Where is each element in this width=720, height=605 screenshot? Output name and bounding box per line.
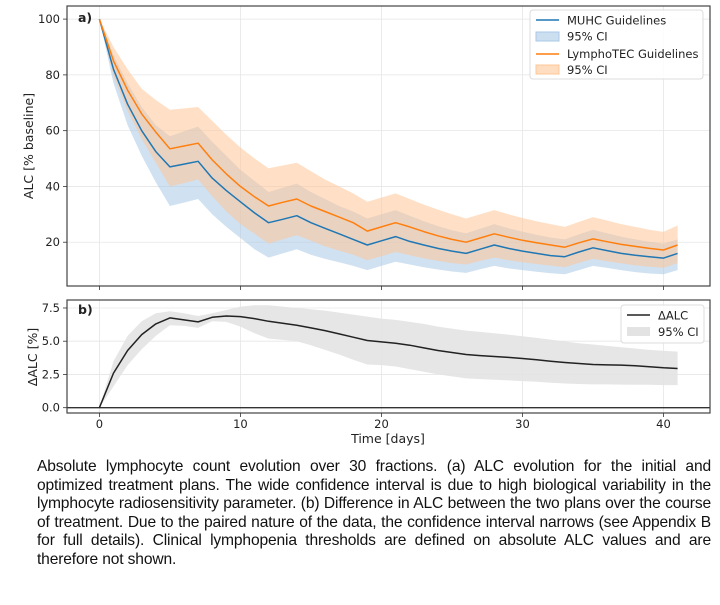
panel-a-ticks: 20 40 60 80 100 xyxy=(38,12,664,290)
panel-b-legend: ΔALC 95% CI xyxy=(620,304,705,344)
x-tick-label: 40 xyxy=(656,417,671,431)
series-line-2 xyxy=(98,18,678,251)
legend-muhc-label: MUHC Guidelines xyxy=(567,14,666,28)
y-tick-label: 20 xyxy=(45,235,60,249)
panel-a-lines xyxy=(98,18,678,259)
series-line-1 xyxy=(98,315,678,408)
panel-b-ylabel: ΔALC [%] xyxy=(25,328,40,386)
panel-a-ci-bands xyxy=(99,19,678,275)
panel-a-alc-evolution: 20 40 60 80 100 a) ALC [% baseline] MUHC Gui… xyxy=(21,5,711,290)
panel-b-ticks: 0 10 20 30 40 0.0 2.5 5.0 7.5 xyxy=(42,301,671,431)
legend-delta-alc-label: ΔALC xyxy=(658,309,688,323)
legend-delta-alc-ci-swatch xyxy=(627,327,650,336)
y-tick-label: 80 xyxy=(45,68,60,82)
legend-muhc-ci-label: 95% CI xyxy=(567,30,608,44)
panel-a-ylabel: ALC [% baseline] xyxy=(21,93,36,199)
x-tick-label: 0 xyxy=(96,417,103,431)
y-tick-label: 40 xyxy=(45,179,60,193)
legend-lymphotec-ci-label: 95% CI xyxy=(567,63,608,77)
y-tick-label: 2.5 xyxy=(42,367,60,381)
y-tick-label: 7.5 xyxy=(42,301,60,315)
panel-a-legend: MUHC Guidelines 95% CI LymphoTEC Guideli… xyxy=(529,9,704,80)
legend-lymphotec-label: LymphoTEC Guidelines xyxy=(567,47,698,61)
panel-a-legend-box xyxy=(529,9,704,80)
panel-b-label: b) xyxy=(78,302,93,317)
panel-a-label: a) xyxy=(78,10,92,25)
x-tick-label: 10 xyxy=(233,417,248,431)
legend-muhc-ci-swatch xyxy=(535,31,560,42)
panel-b-ci-bands xyxy=(99,305,678,408)
x-tick-label: 20 xyxy=(374,417,389,431)
figure-caption: Absolute lymphocyte count evolution over… xyxy=(37,458,711,568)
panel-b-lines xyxy=(67,315,710,409)
panel-b-frame xyxy=(66,299,711,414)
y-tick-label: 60 xyxy=(45,124,60,138)
panel-b-delta-alc: 0 10 20 30 40 0.0 2.5 5.0 7.5 b) ΔALC [%] Time [… xyxy=(25,299,711,446)
y-tick-label: 5.0 xyxy=(42,334,60,348)
y-tick-label: 100 xyxy=(38,12,60,26)
x-tick-label: 30 xyxy=(515,417,530,431)
y-tick-label: 0.0 xyxy=(42,401,60,415)
legend-delta-alc-ci-label: 95% CI xyxy=(658,325,699,339)
series-line-1 xyxy=(98,18,678,259)
ci-band-series-1 xyxy=(99,305,678,408)
legend-lymphotec-ci-swatch xyxy=(535,64,560,75)
ci-band-series-2 xyxy=(99,19,678,268)
panel-b-xlabel: Time [days] xyxy=(350,431,425,446)
panel-a-frame xyxy=(66,5,711,287)
